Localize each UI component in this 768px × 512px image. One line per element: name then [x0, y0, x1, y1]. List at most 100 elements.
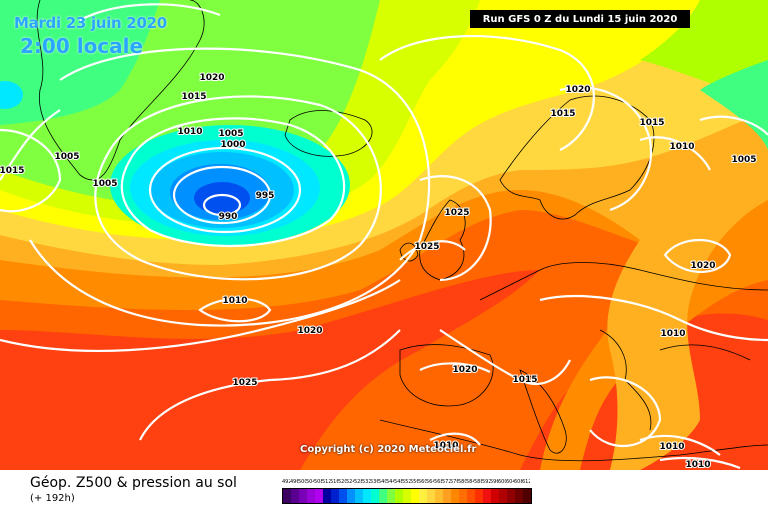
isobar-1010-central [539, 295, 768, 342]
legend-swatch [315, 489, 323, 503]
legend-value-label: 496 [290, 479, 298, 485]
isobar-1015-turkey [589, 376, 662, 448]
isobar-1015-med [439, 329, 571, 385]
isobar-label: 1010 [433, 441, 458, 451]
legend-swatch [427, 489, 435, 503]
legend-swatch [467, 489, 475, 503]
legend-swatch [491, 489, 499, 503]
isobar-1005 [120, 117, 346, 248]
coast-greenland [36, 0, 205, 181]
forecast-date: Mardi 23 juin 2020 [14, 14, 167, 32]
lead-time: (+ 192h) [30, 493, 75, 504]
legend-swatch [291, 489, 299, 503]
isobar-1010-se2 [659, 456, 741, 470]
legend-value-label: 584 [466, 479, 474, 485]
isobar-label: 1020 [199, 73, 224, 83]
legend-swatch [347, 489, 355, 503]
coast-europe-north [479, 262, 768, 301]
isobar-1010-small [198, 297, 272, 323]
legend-value-label: 536 [370, 479, 378, 485]
legend-swatch [331, 489, 339, 503]
isobar-label: 1005 [731, 155, 756, 165]
isobar-1010-se [639, 434, 721, 456]
legend-value-label: 588 [474, 479, 482, 485]
legend-swatch [523, 489, 531, 503]
coast-scandinavia [499, 95, 655, 220]
isobar-1015-africa [429, 432, 481, 446]
isobar-1010-scand [639, 136, 711, 171]
legend-swatch [515, 489, 523, 503]
isobar-1015-main [29, 47, 431, 327]
legend-value-label: 512 [322, 479, 330, 485]
field-west-low [0, 81, 23, 109]
legend-swatch [323, 489, 331, 503]
legend-value-label: 572 [442, 479, 450, 485]
legend-value-label: 548 [394, 479, 402, 485]
isobar-label: 1010 [222, 296, 247, 306]
isobar-label: 1020 [297, 326, 322, 336]
isobar-1020-north [79, 3, 221, 21]
legend-value-label: 580 [458, 479, 466, 485]
isobar-label: 1015 [639, 118, 664, 128]
isobar-1005-west [0, 109, 61, 181]
isobar-label: 1005 [218, 129, 243, 139]
isobar-label: 1010 [177, 127, 202, 137]
legend-swatch [283, 489, 291, 503]
legend-swatch [403, 489, 411, 503]
legend-value-label: 520 [338, 479, 346, 485]
isobar-label: 1015 [512, 375, 537, 385]
legend-swatch [443, 489, 451, 503]
coast-iberia [399, 344, 494, 407]
isobar-1005-east [699, 115, 768, 136]
isobar-label: 1010 [669, 142, 694, 152]
coast-uk [419, 199, 466, 281]
legend-value-label: 552 [402, 479, 410, 485]
legend-value-label: 592 [482, 479, 490, 485]
coast-italy [519, 369, 567, 454]
isobar-label: 1010 [660, 329, 685, 339]
isobar-1025-ireland [399, 240, 466, 261]
legend-value-label: 564 [426, 479, 434, 485]
isobar-1020-iberia [419, 362, 491, 373]
legend-value-label: 528 [354, 479, 362, 485]
isobar-label: 1025 [444, 208, 469, 218]
legend-value-label: 532 [362, 479, 370, 485]
isobar-1025-uk [419, 175, 492, 282]
legend-value-label: 576 [450, 479, 458, 485]
legend-value-label: 524 [346, 479, 354, 485]
isobar-label: 1015 [550, 109, 575, 119]
legend-swatch [363, 489, 371, 503]
isobar-1015-scand [559, 86, 653, 212]
isobar-1005-west-loop [0, 128, 62, 213]
legend-swatch [459, 489, 467, 503]
legend-value-label: 504 [306, 479, 314, 485]
isobar-label: 1005 [54, 152, 79, 162]
isobar-1020-east [663, 238, 732, 273]
isobar-1020-northsea [379, 34, 595, 151]
legend-swatch [451, 489, 459, 503]
isobar-1000 [148, 146, 302, 234]
legend-value-label: 492 [282, 479, 290, 485]
legend-swatches [282, 488, 532, 504]
isobar-label: 1020 [452, 365, 477, 375]
legend-swatch [507, 489, 515, 503]
isobar-1020-south [0, 279, 401, 352]
coastlines [36, 0, 768, 462]
legend-value-label: 600 [498, 479, 506, 485]
isobar-label: 1005 [92, 179, 117, 189]
isobar-label: 1020 [565, 85, 590, 95]
copyright-notice: Copyright (c) 2020 Meteociel.fr [300, 444, 477, 455]
coast-iceland [284, 110, 373, 157]
isobar-label: 1020 [690, 261, 715, 271]
legend-swatch [371, 489, 379, 503]
legend-swatch [307, 489, 315, 503]
legend-value-label: 596 [490, 479, 498, 485]
legend-swatch [499, 489, 507, 503]
field-band-green-light [0, 0, 160, 125]
legend-value-label: 568 [434, 479, 442, 485]
coast-black-sea [659, 344, 751, 361]
legend-swatch [395, 489, 403, 503]
legend-swatch [299, 489, 307, 503]
